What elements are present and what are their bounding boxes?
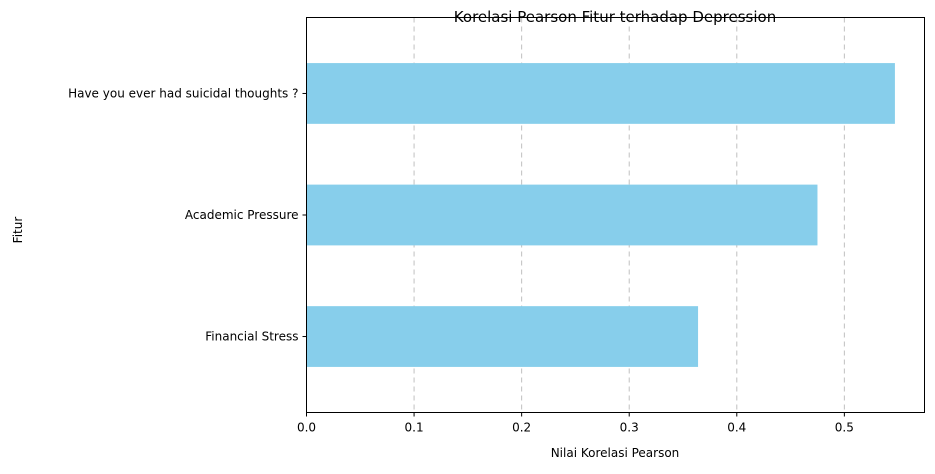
bar (306, 306, 699, 367)
x-axis-ticks: 0.0 0.1 0.2 0.3 0.4 0.5 (297, 412, 854, 435)
x-tick-label: 0.5 (835, 421, 854, 435)
y-tick-label: Academic Pressure (185, 208, 299, 222)
y-tick-label: Financial Stress (205, 330, 298, 344)
y-axis-ticks: Have you ever had suicidal thoughts ? Aca… (68, 86, 307, 344)
x-tick-label: 0.2 (512, 421, 531, 435)
bar (306, 63, 895, 124)
chart-title: Korelasi Pearson Fitur terhadap Depressi… (454, 8, 776, 26)
y-tick-label: Have you ever had suicidal thoughts ? (68, 86, 298, 100)
x-tick-label: 0.0 (297, 421, 316, 435)
y-axis-label: Fitur (11, 217, 25, 244)
x-tick-label: 0.4 (727, 421, 746, 435)
x-axis-label: Nilai Korelasi Pearson (551, 446, 680, 460)
x-tick-label: 0.1 (405, 421, 424, 435)
x-tick-label: 0.3 (620, 421, 639, 435)
bar (306, 184, 818, 246)
bars (306, 63, 895, 367)
